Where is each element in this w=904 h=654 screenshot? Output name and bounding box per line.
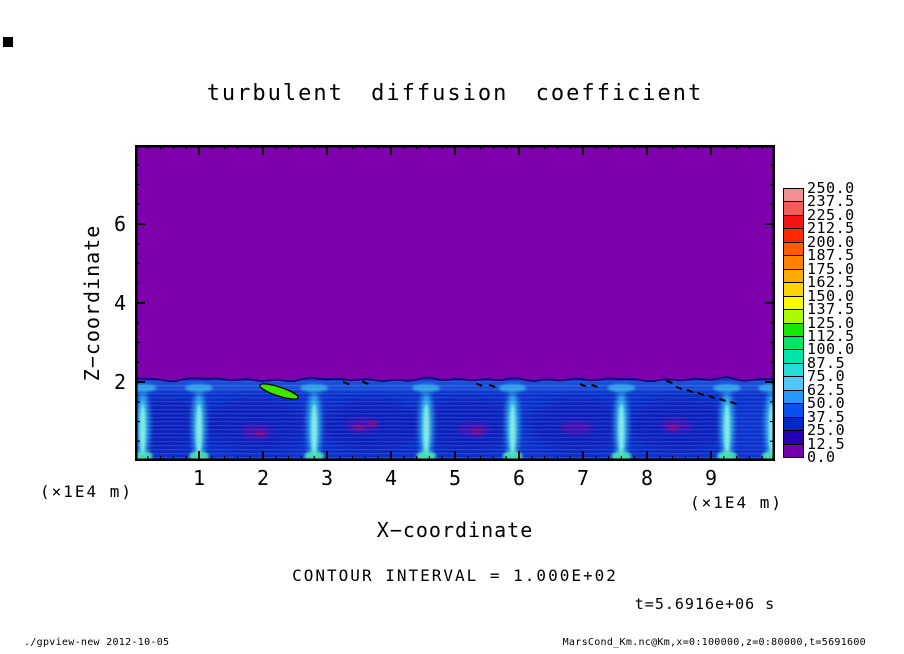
x-tick-label-6: 6 — [512, 466, 526, 490]
z-axis-unit: (×1E4 m) — [40, 482, 134, 501]
heatmap-field — [135, 145, 775, 461]
colorbar-label: 137.5 — [807, 300, 855, 319]
x-tick-label-9: 9 — [704, 466, 718, 490]
colorbar-label: 12.5 — [807, 434, 846, 453]
colorbar-label: 200.0 — [807, 232, 855, 251]
axes-ticks — [135, 145, 775, 461]
time-stamp: t=5.6916e+06 s — [634, 595, 776, 613]
x-tick-label-1: 1 — [192, 466, 206, 490]
colorbar-label: 212.5 — [807, 219, 855, 238]
colorbar-label: 112.5 — [807, 326, 855, 345]
colorbar-label: 175.0 — [807, 259, 855, 278]
colorbar-label: 75.0 — [807, 367, 846, 386]
colorbar-label: 87.5 — [807, 353, 846, 372]
colorbar-label: 125.0 — [807, 313, 855, 332]
green-contour-feature — [259, 383, 299, 400]
colorbar-label: 100.0 — [807, 340, 855, 359]
z-axis-title: Z−coordinate — [80, 224, 104, 382]
corner-mark — [3, 37, 13, 47]
z-tick-label-4: 4 — [113, 291, 126, 315]
z-tick-label-2: 2 — [113, 370, 126, 394]
colorbar-label: 37.5 — [807, 407, 846, 426]
colorbar-label: 50.0 — [807, 394, 846, 413]
footer-dataset: MarsCond_Km.nc@Km,x=0:100000,z=0:80000,t… — [562, 637, 866, 648]
contour-interval-note: CONTOUR INTERVAL = 1.000E+02 — [292, 566, 618, 585]
colorbar-label: 25.0 — [807, 421, 846, 440]
colorbar-label: 62.5 — [807, 380, 846, 399]
field-layers — [135, 145, 775, 461]
colorbar-label: 225.0 — [807, 205, 855, 224]
x-tick-label-7: 7 — [576, 466, 590, 490]
x-tick-label-5: 5 — [448, 466, 462, 490]
colorbar-label: 162.5 — [807, 273, 855, 292]
plot-title: turbulent diffusion coefficient — [206, 81, 704, 106]
x-axis-unit: (×1E4 m) — [690, 493, 784, 512]
x-tick-label-3: 3 — [320, 466, 334, 490]
x-axis-title: X−coordinate — [376, 518, 534, 542]
z-tick-label-6: 6 — [113, 212, 126, 236]
plot-area — [135, 145, 775, 461]
colorbar-cell — [783, 443, 804, 459]
colorbar-label: 187.5 — [807, 246, 855, 265]
footer-command: ./gpview-new 2012-10-05 — [24, 637, 170, 648]
x-tick-label-8: 8 — [640, 466, 654, 490]
colorbar-label: 237.5 — [807, 192, 855, 211]
colorbar-label: 0.0 — [807, 448, 836, 466]
colorbar-label: 250.0 — [807, 179, 855, 197]
colorbar-label: 150.0 — [807, 286, 855, 305]
x-tick-label-4: 4 — [384, 466, 398, 490]
x-tick-label-2: 2 — [256, 466, 270, 490]
